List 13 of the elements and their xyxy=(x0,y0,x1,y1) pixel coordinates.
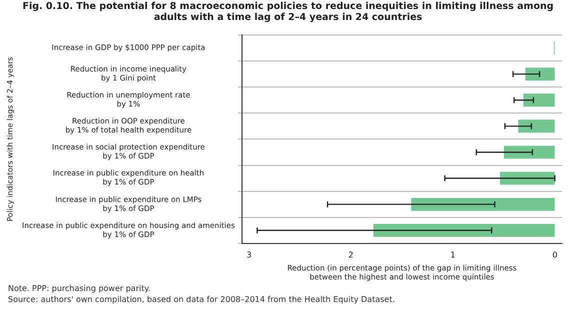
bar xyxy=(373,224,555,237)
text: Note. PPP: purchasing power parity. xyxy=(8,283,152,294)
chart-title: Fig. 0.10. The potential for 8 macroeconomic policies to reduce inequities in limiting illness among adults with a time lag of 2–4 years in 24 countries xyxy=(21,0,555,23)
x-tick-label: 2 xyxy=(348,250,354,260)
bar xyxy=(523,94,555,107)
source-note: Source: authors' own compilation, based on data for 2008–2014 from the Health Equity Dataset. xyxy=(8,294,396,305)
bar xyxy=(518,120,555,133)
bar xyxy=(525,68,555,81)
bar xyxy=(504,146,555,159)
x-tick-label: 1 xyxy=(450,250,456,260)
x-tick-label: 3 xyxy=(246,250,252,260)
x-tick-label: 0 xyxy=(552,250,558,260)
bar xyxy=(411,198,555,211)
